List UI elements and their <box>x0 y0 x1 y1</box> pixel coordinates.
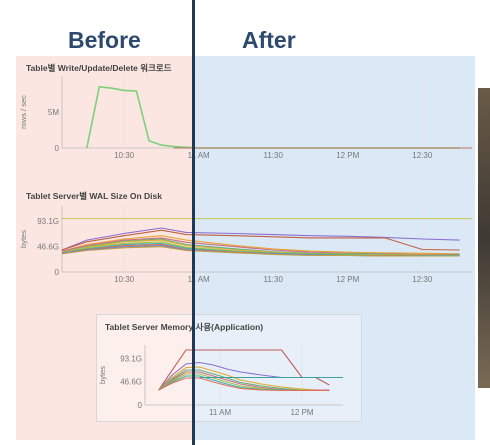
x-tick-label: 12 PM <box>336 151 359 160</box>
y-tick-label: 0 <box>55 268 60 277</box>
x-tick-label: 11:30 <box>263 275 283 284</box>
y-axis-label: rows / sec <box>20 95 28 129</box>
y-axis-label: bytes <box>20 230 28 248</box>
series-line-2 <box>61 229 460 251</box>
y-tick-label: 93.1G <box>37 217 59 226</box>
series-line-4 <box>61 237 460 255</box>
before-after-divider <box>192 0 195 445</box>
y-tick-label: 5M <box>48 108 59 117</box>
y-tick-label: 46.6G <box>37 242 59 251</box>
x-tick-label: 10:30 <box>114 275 135 284</box>
series-line-1 <box>61 227 460 251</box>
y-tick-label: 0 <box>55 144 60 153</box>
chart-write-workload: 10:30 11 AM 11:30 12 PM 12:30 5M 0 rows / sec <box>20 76 472 160</box>
right-photo-strip <box>478 88 490 388</box>
panel-wal-size: Tablet Server별 WAL Size On Disk 10:30 11 … <box>20 184 475 296</box>
x-tick-label: 12 PM <box>290 408 313 417</box>
chart-memory: 11 AM 12 PM 93.1G 46.6G 0 bytes <box>98 345 343 417</box>
panel-write-workload: Table별 Write/Update/Delete 워크로드 10:30 11 … <box>20 56 475 176</box>
panel-wal-size-title: Tablet Server별 WAL Size On Disk <box>26 191 162 201</box>
x-tick-label: 11 AM <box>209 408 231 417</box>
x-tick-label: 11:30 <box>263 151 283 160</box>
series-line-8 <box>158 377 330 392</box>
series-line-1 <box>158 349 330 391</box>
x-tick-label: 12:30 <box>412 151 433 160</box>
panel-memory-title: Tablet Server Memory 사용(Application) <box>105 322 264 332</box>
x-tick-label: 12:30 <box>412 275 433 284</box>
before-heading: Before <box>68 27 141 53</box>
y-axis-label: bytes <box>98 366 107 384</box>
y-tick-label: 93.1G <box>120 354 142 363</box>
after-region <box>195 56 475 440</box>
panel-memory: Tablet Server Memory 사용(Application) 11 … <box>96 314 362 422</box>
x-tick-label: 12 PM <box>336 275 359 284</box>
y-tick-label: 0 <box>138 401 143 410</box>
x-tick-label: 11 AM <box>188 151 210 160</box>
chart-wal-size: 10:30 11 AM 11:30 12 PM 12:30 93.1G 46.6G 0 byte… <box>20 206 472 284</box>
x-tick-label: 11 AM <box>188 275 210 284</box>
panel-write-workload-title: Table별 Write/Update/Delete 워크로드 <box>26 63 172 73</box>
series-line-3 <box>61 235 460 255</box>
after-heading: After <box>242 27 296 53</box>
y-tick-label: 46.6G <box>120 378 142 387</box>
series-line-11 <box>61 246 460 257</box>
x-tick-label: 10:30 <box>114 151 135 160</box>
